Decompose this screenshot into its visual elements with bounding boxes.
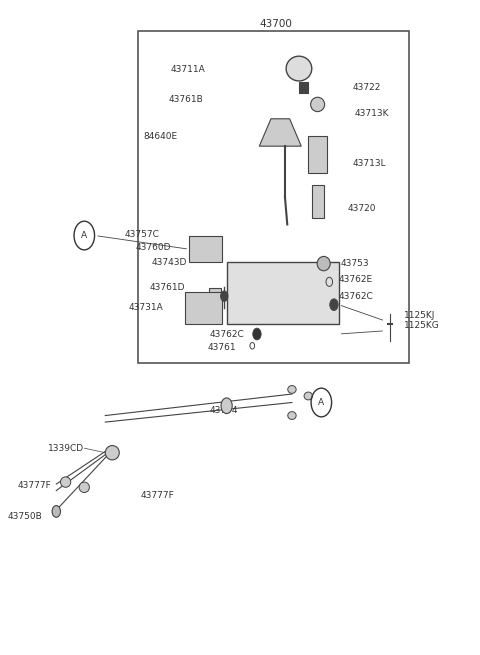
Ellipse shape xyxy=(288,386,296,394)
Bar xyxy=(185,291,222,324)
Text: 43711A: 43711A xyxy=(171,66,205,75)
Text: 43700: 43700 xyxy=(259,19,292,29)
Text: 43777F: 43777F xyxy=(18,481,52,491)
Text: 43743D: 43743D xyxy=(152,258,187,267)
Text: 43753: 43753 xyxy=(341,259,370,268)
Circle shape xyxy=(220,291,228,301)
Text: 43762E: 43762E xyxy=(338,274,373,284)
Text: 43762C: 43762C xyxy=(209,329,244,339)
Text: 43761B: 43761B xyxy=(168,95,204,103)
Ellipse shape xyxy=(311,97,324,111)
Text: 43720: 43720 xyxy=(348,204,376,214)
Ellipse shape xyxy=(79,482,89,493)
Text: 1339CD: 1339CD xyxy=(48,443,84,453)
Text: 43713K: 43713K xyxy=(355,109,389,118)
Ellipse shape xyxy=(288,411,296,419)
Text: 43757C: 43757C xyxy=(124,231,159,239)
Bar xyxy=(308,136,327,173)
Text: 43760D: 43760D xyxy=(135,244,170,252)
Text: 1125KG: 1125KG xyxy=(404,321,440,330)
Text: 43713L: 43713L xyxy=(353,159,386,168)
Bar xyxy=(312,185,324,218)
Text: A: A xyxy=(81,231,87,240)
Polygon shape xyxy=(259,119,301,146)
Circle shape xyxy=(221,398,232,413)
Bar xyxy=(138,31,408,364)
Ellipse shape xyxy=(105,445,120,460)
Bar xyxy=(299,83,308,93)
Ellipse shape xyxy=(52,506,60,517)
Circle shape xyxy=(253,328,261,340)
Ellipse shape xyxy=(286,56,312,81)
Text: 43731A: 43731A xyxy=(129,303,164,312)
Ellipse shape xyxy=(317,256,330,271)
Text: 43761D: 43761D xyxy=(149,282,185,291)
Bar xyxy=(189,236,222,262)
Ellipse shape xyxy=(60,477,71,487)
Text: 1125KJ: 1125KJ xyxy=(404,311,435,320)
Text: 43762C: 43762C xyxy=(338,292,373,301)
Circle shape xyxy=(330,299,338,310)
Text: 43761: 43761 xyxy=(208,343,236,352)
Bar xyxy=(227,262,338,324)
Bar xyxy=(209,288,220,304)
Text: 43750B: 43750B xyxy=(8,512,42,521)
Text: 43777F: 43777F xyxy=(140,491,174,500)
Text: 84640E: 84640E xyxy=(144,132,178,141)
Ellipse shape xyxy=(304,392,312,400)
Text: 43722: 43722 xyxy=(353,83,381,92)
Text: 43794: 43794 xyxy=(210,407,239,415)
Text: A: A xyxy=(318,398,324,407)
